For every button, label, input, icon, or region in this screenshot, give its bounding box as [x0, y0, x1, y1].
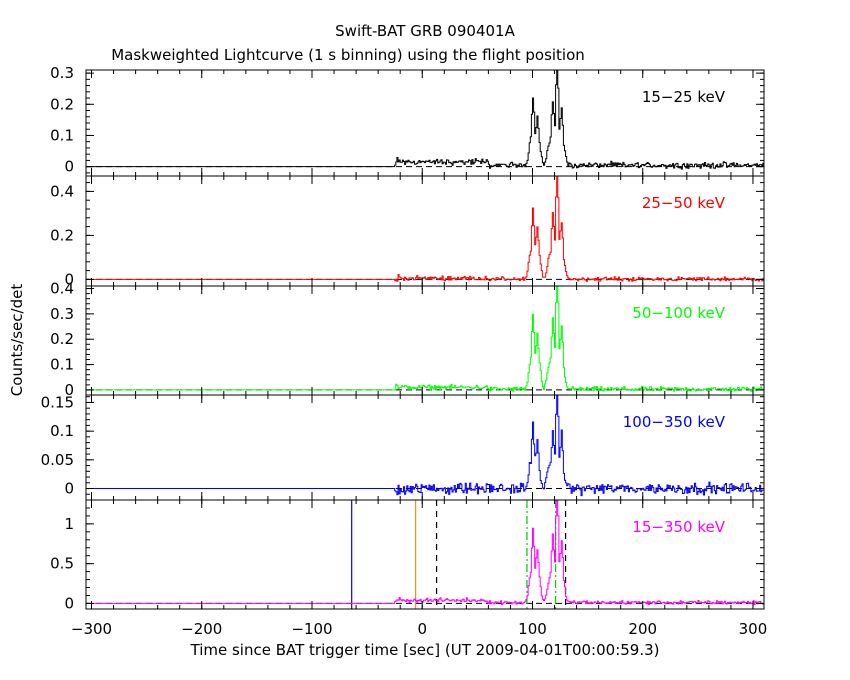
energy-band-label: 100−350 keV: [623, 413, 726, 431]
y-axis-label: Counts/sec/det: [8, 284, 26, 397]
y-tick-label: 0.1: [50, 356, 74, 374]
y-tick-label: 0.1: [50, 126, 74, 144]
energy-band-label: 15−25 keV: [642, 88, 726, 106]
y-tick-label: 0.3: [50, 305, 74, 323]
y-tick-label: 0: [64, 480, 74, 498]
energy-band-label: 15−350 keV: [632, 518, 725, 536]
panel-frame: [85, 394, 765, 501]
chart-subtitle: Maskweighted Lightcurve (1 s binning) us…: [111, 46, 585, 64]
y-tick-label: 0.05: [41, 451, 74, 469]
x-axis-label: Time since BAT trigger time [sec] (UT 20…: [190, 641, 660, 659]
y-tick-label: 0.1: [50, 422, 74, 440]
y-tick-label: 0.4: [50, 280, 74, 298]
panel-25-50-kev: 0 0.2 0.4 25−50 keV: [50, 175, 765, 288]
energy-band-label: 50−100 keV: [632, 304, 725, 322]
panel-frame: [85, 69, 765, 177]
panel-15-350-kev: 0 0.5 1 15−350 keV: [50, 499, 765, 612]
lightcurve-line: [86, 176, 764, 282]
y-tick-label: 0: [64, 594, 74, 612]
y-tick-label: 0: [64, 158, 74, 176]
energy-band-label: 25−50 keV: [642, 194, 726, 212]
x-tick-label: 200: [628, 620, 657, 638]
y-tick-label: 0: [64, 270, 74, 288]
lightcurve-line: [86, 395, 764, 497]
panel-15-25-kev: 0 0.1 0.2 0.3 15−25 keV: [50, 64, 765, 177]
x-tick-label: −200: [181, 620, 222, 638]
lightcurve-line: [86, 70, 764, 170]
y-tick-label: 0.15: [41, 393, 74, 411]
panel-100-350-kev: 0 0.05 0.1 0.15 100−350 keV: [41, 393, 765, 501]
y-tick-label: 0: [64, 381, 74, 399]
y-tick-label: 0.2: [50, 95, 74, 113]
panel-50-100-kev: 0 0.1 0.2 0.3 0.4 50−100 keV: [50, 280, 765, 399]
y-tick-label: 0.3: [50, 64, 74, 82]
x-tick-label: −300: [71, 620, 112, 638]
lightcurve-line: [86, 286, 764, 392]
x-tick-label: 300: [739, 620, 768, 638]
y-tick-label: 0.4: [50, 182, 74, 200]
y-tick-label: 1: [64, 515, 74, 533]
lightcurve-line: [86, 500, 764, 606]
y-tick-label: 0.2: [50, 330, 74, 348]
y-tick-label: 0.5: [50, 555, 74, 573]
panel-frame: [85, 285, 765, 396]
x-tick-label: 0: [417, 620, 427, 638]
panel-frame: [85, 175, 765, 287]
panel-frame: [85, 499, 765, 610]
chart-title: Swift-BAT GRB 090401A: [335, 22, 515, 40]
y-tick-label: 0.2: [50, 226, 74, 244]
x-tick-label: −100: [291, 620, 332, 638]
x-tick-label: 100: [518, 620, 547, 638]
